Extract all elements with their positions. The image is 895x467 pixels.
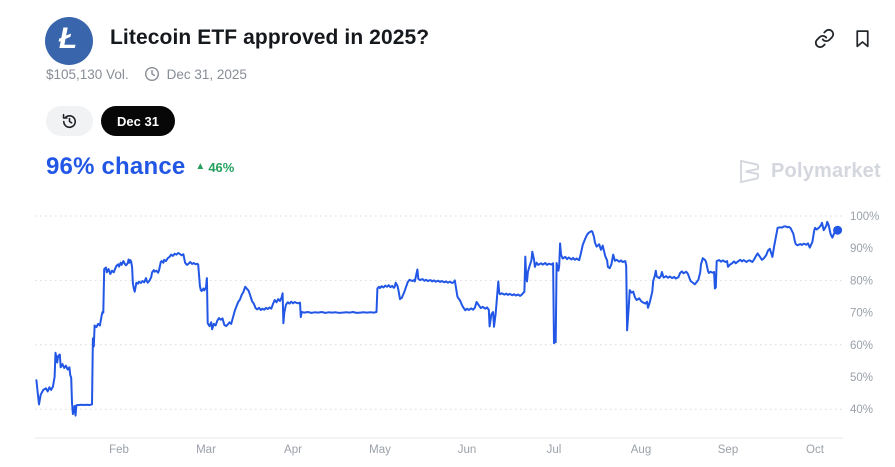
litecoin-logo: Ł (45, 17, 93, 65)
polymarket-watermark: Polymarket (736, 158, 881, 185)
litecoin-glyph: Ł (58, 22, 78, 55)
x-axis-label: Sep (718, 444, 738, 456)
clock-icon (144, 66, 160, 82)
chart-controls: Dec 31 (46, 106, 175, 136)
y-axis-label: 70% (850, 308, 873, 320)
history-clock-icon (62, 113, 77, 128)
x-axis-label: May (369, 444, 391, 456)
bookmark-button[interactable] (851, 28, 873, 50)
y-axis-label: 50% (850, 372, 873, 384)
x-axis-label: Aug (631, 444, 651, 456)
y-axis-label: 40% (850, 404, 873, 416)
bookmark-icon (855, 30, 869, 48)
x-axis-label: Oct (806, 444, 825, 456)
probability-chart[interactable]: 100% 90% 80% 70% 60% 50% 40% Feb Mar Apr May Jun Jul… (0, 200, 895, 467)
link-icon (814, 28, 834, 49)
probability-line-chart[interactable]: 100% 90% 80% 70% 60% 50% 40% Feb Mar Apr May Jun Jul… (0, 200, 895, 467)
volume-label: $105,130 Vol. (46, 66, 129, 82)
y-axis-label: 80% (850, 275, 873, 287)
up-arrow-icon: ▲ (195, 160, 206, 172)
x-axis-label: Jul (547, 444, 562, 456)
polymarket-logo-icon (740, 159, 759, 184)
chance-row: 96% chance ▲ 46% (46, 153, 234, 181)
chance-delta-value: 46% (208, 159, 235, 175)
x-axis-label: Apr (284, 444, 302, 456)
x-axis-label: Mar (196, 444, 216, 456)
page-title: Litecoin ETF approved in 2025? (110, 26, 430, 49)
end-date-label: Dec 31, 2025 (166, 66, 247, 82)
chance-delta: ▲ 46% (195, 160, 234, 175)
probability-line (35, 220, 839, 417)
date-filter-dec31-button[interactable]: Dec 31 (101, 106, 175, 136)
x-axis-label: Jun (458, 444, 477, 456)
market-meta: $105,130 Vol. Dec 31, 2025 (46, 66, 247, 82)
chance-value: 96% chance (46, 153, 186, 180)
current-value-dot (833, 225, 843, 235)
copy-link-button[interactable] (813, 28, 835, 50)
y-axis-label: 100% (850, 211, 879, 223)
y-axis-label: 60% (850, 340, 873, 352)
history-range-button[interactable] (46, 106, 93, 136)
y-axis-label: 90% (850, 243, 873, 255)
polymarket-watermark-text: Polymarket (771, 160, 881, 182)
x-axis-label: Feb (109, 444, 129, 456)
